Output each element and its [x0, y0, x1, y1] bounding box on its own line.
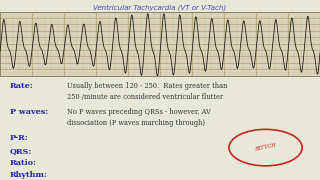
Text: No P waves preceding QRSs - however, AV
dissociation (P waves marching through): No P waves preceding QRSs - however, AV … [67, 108, 211, 127]
Text: RITTCH: RITTCH [254, 143, 277, 152]
Text: P-R:: P-R: [10, 134, 28, 142]
Text: Ventricular Tachycardia (VT or V-Tach): Ventricular Tachycardia (VT or V-Tach) [93, 4, 227, 11]
Text: Rhythm:: Rhythm: [10, 171, 47, 179]
Text: QRS:: QRS: [10, 147, 32, 155]
Text: Usually between 120 - 250.  Rates greater than
250 /minute are considered ventri: Usually between 120 - 250. Rates greater… [67, 82, 228, 101]
Text: Ratio:: Ratio: [10, 159, 36, 167]
Text: P waves:: P waves: [10, 108, 48, 116]
Text: Rate:: Rate: [10, 82, 33, 90]
